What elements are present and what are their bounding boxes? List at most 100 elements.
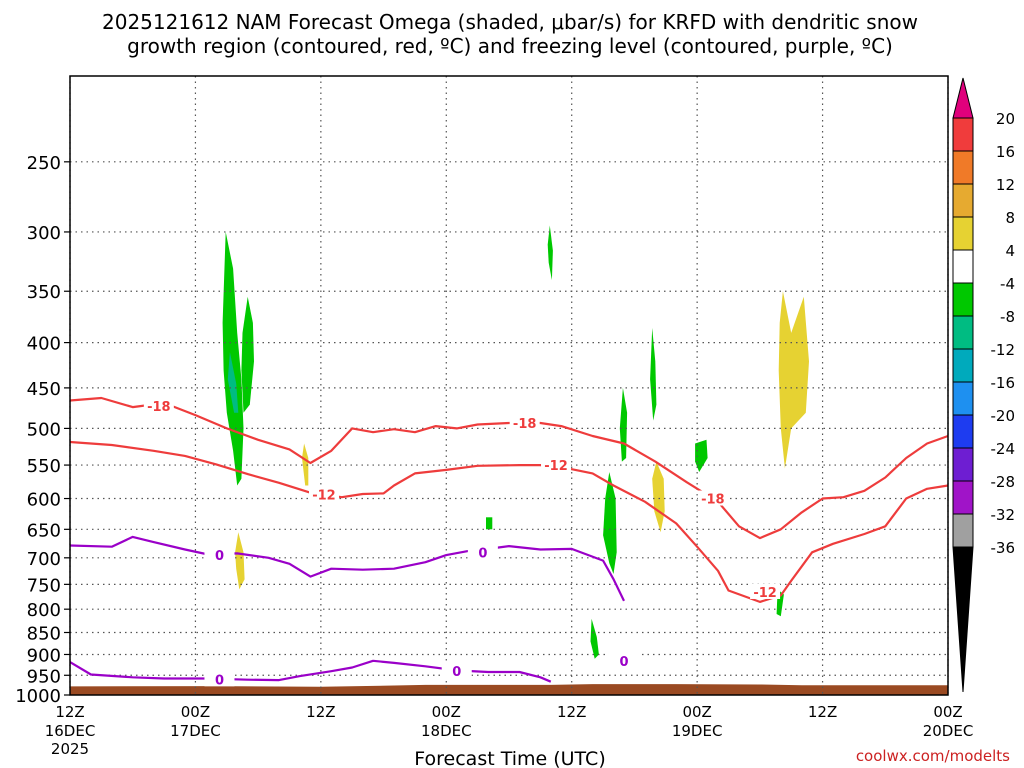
x-tick-sublabel-0: 16DEC — [45, 722, 96, 740]
x-tick-sublabel-84: 20DEC — [923, 722, 974, 740]
y-tick-label-700: 700 — [27, 549, 61, 570]
colorbar-swatch-9 — [952, 381, 974, 416]
x-tick-label-84: 00Z — [933, 703, 962, 721]
colorbar-swatch-8 — [952, 348, 974, 383]
omega-shade-9 — [650, 327, 657, 421]
omega-shade-5 — [547, 225, 553, 281]
contour-label-bg — [697, 490, 728, 506]
omega-shade-8 — [619, 387, 628, 462]
contour-label-bg — [467, 544, 498, 560]
contour-label: 0 — [215, 549, 224, 564]
y-tick-label-250: 250 — [27, 153, 61, 174]
contour-line-m18 — [69, 396, 949, 540]
contour-label-bg — [608, 652, 639, 668]
colorbar-label-8: -16 — [991, 374, 1016, 392]
contour-label: 0 — [619, 655, 628, 670]
colorbar-label-9: -20 — [991, 407, 1016, 425]
contour-label-bg — [204, 547, 235, 563]
credit-text: coolwx.com/modelts — [856, 747, 1010, 765]
colorbar-label-5: -4 — [1000, 275, 1015, 293]
x-tick-label-12: 00Z — [181, 703, 210, 721]
contour-label: -12 — [753, 586, 777, 601]
contour-label-bg — [308, 486, 339, 502]
colorbar-label-11: -28 — [991, 473, 1016, 491]
plot-area: -18 -18 -18 -12 -12 -12 0 0 0 0 0 250 300 350 400 450 50… — [15, 75, 974, 758]
x-tick-label-60: 00Z — [682, 703, 711, 721]
x-tick-sublabel-36: 18DEC — [421, 722, 472, 740]
y-tick-label-800: 800 — [27, 600, 61, 621]
contour-label: -18 — [147, 400, 171, 415]
colorbar-swatch-5 — [952, 249, 974, 284]
contour-label: 0 — [215, 673, 224, 688]
omega-shade-2 — [227, 352, 239, 413]
y-tick-label-950: 950 — [27, 666, 61, 687]
contour-line-0 — [69, 535, 625, 602]
y-tick-label-350: 350 — [27, 282, 61, 303]
colorbar-bottom-arrow — [952, 546, 974, 693]
chart-title-line2: growth region (contoured, red, ºC) and f… — [127, 34, 893, 58]
colorbar-label-4: 4 — [1005, 242, 1015, 260]
omega-shade-10 — [590, 618, 599, 659]
x-axis-label: Forecast Time (UTC) — [414, 748, 605, 768]
colorbar-label-0: 20 — [996, 110, 1015, 128]
omega-shade-1 — [241, 296, 254, 413]
contour-line-0b — [69, 659, 552, 683]
omega-shade-11 — [695, 439, 708, 472]
colorbar-label-12: -32 — [991, 506, 1016, 524]
omega-shade-3 — [302, 443, 309, 486]
colorbar-swatch-6 — [952, 282, 974, 317]
y-tick-label-300: 300 — [27, 223, 61, 244]
ground-area — [70, 684, 948, 695]
contour-label-bg — [204, 671, 235, 687]
contour-line-m12 — [69, 440, 949, 603]
colorbar-label-6: -8 — [1000, 308, 1015, 326]
omega-shade-14 — [778, 291, 809, 469]
contour-label: 0 — [452, 665, 461, 680]
contour-label-bg — [509, 414, 540, 430]
omega-shade-7 — [603, 472, 617, 574]
x-tick-sublabel-60: 19DEC — [672, 722, 723, 740]
contour-label-bg — [441, 663, 472, 679]
y-tick-label-900: 900 — [27, 645, 61, 666]
contour-label: 0 — [478, 546, 487, 561]
contour-label: -18 — [513, 417, 537, 432]
y-tick-label-450: 450 — [27, 379, 61, 400]
y-tick-label-650: 650 — [27, 520, 61, 541]
colorbar-swatch-7 — [952, 315, 974, 350]
contour-label-bg — [143, 398, 174, 414]
colorbar-swatch-10 — [952, 414, 974, 449]
x-tick-sublabel-12: 17DEC — [170, 722, 221, 740]
y-tick-label-750: 750 — [27, 575, 61, 596]
colorbar: 20 16 12 8 4 -4 -8 -12 -16 -20 -24 -28 -32 -36 — [952, 77, 1016, 693]
colorbar-swatch-12 — [952, 480, 974, 515]
y-tick-label-550: 550 — [27, 456, 61, 477]
colorbar-swatch-2 — [952, 150, 974, 185]
colorbar-top-arrow — [952, 77, 974, 119]
colorbar-label-7: -12 — [991, 341, 1016, 359]
colorbar-swatch-3 — [952, 183, 974, 218]
contour-label: -12 — [544, 459, 568, 474]
x-tick-label-0: 12Z — [55, 703, 84, 721]
colorbar-label-1: 16 — [996, 143, 1015, 161]
plot-frame — [69, 75, 949, 696]
x-tick-label-36: 00Z — [432, 703, 461, 721]
y-tick-label-500: 500 — [27, 419, 61, 440]
y-tick-label-850: 850 — [27, 623, 61, 644]
omega-shade-13 — [652, 461, 665, 533]
colorbar-label-2: 12 — [996, 176, 1015, 194]
contour-label-bg — [541, 457, 572, 473]
omega-shade-0 — [222, 231, 244, 486]
colorbar-label-10: -24 — [991, 440, 1016, 458]
x-tick-label-72: 12Z — [808, 703, 837, 721]
omega-shade-4 — [235, 532, 245, 590]
contour-label-bg — [750, 583, 781, 599]
colorbar-swatch-1 — [952, 117, 974, 152]
x-tick-label-48: 12Z — [557, 703, 586, 721]
colorbar-swatch-13 — [952, 513, 974, 548]
y-tick-label-1000: 1000 — [15, 686, 61, 707]
y-tick-label-600: 600 — [27, 490, 61, 511]
y-tick-label-400: 400 — [27, 334, 61, 355]
contour-label: -18 — [701, 493, 725, 508]
colorbar-label-3: 8 — [1005, 209, 1015, 227]
